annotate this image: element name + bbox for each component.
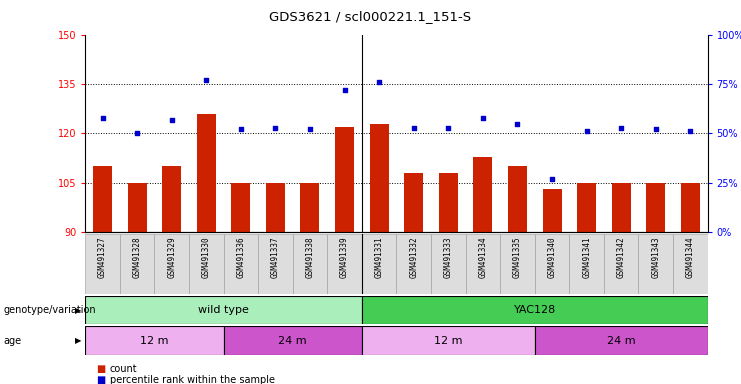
Point [442,124,454,131]
Text: GSM491332: GSM491332 [409,236,418,278]
Bar [465,234,500,294]
Bar [258,234,293,294]
Text: GSM491338: GSM491338 [305,236,314,278]
Bar [362,234,396,294]
Bar [569,234,604,294]
Bar [127,183,147,232]
Text: age: age [4,336,21,346]
Text: GSM491335: GSM491335 [513,236,522,278]
Bar [196,114,216,232]
Point [373,79,385,85]
Text: GSM491341: GSM491341 [582,236,591,278]
Text: GSM491331: GSM491331 [375,236,384,278]
Point [477,114,489,121]
Text: percentile rank within the sample: percentile rank within the sample [110,375,275,384]
Text: ■: ■ [96,364,105,374]
Point [200,77,212,83]
Text: GSM491329: GSM491329 [167,236,176,278]
Text: GSM491333: GSM491333 [444,236,453,278]
Bar [535,326,708,355]
Bar [473,157,492,232]
Bar [362,296,708,324]
Text: GDS3621 / scl000221.1_151-S: GDS3621 / scl000221.1_151-S [270,10,471,23]
Bar [439,173,458,232]
Point [511,121,523,127]
Point [270,124,282,131]
Text: 12 m: 12 m [434,336,462,346]
Text: ■: ■ [96,375,105,384]
Bar [300,183,319,232]
Point [408,124,419,131]
Bar [162,166,181,232]
Bar [611,183,631,232]
Text: GSM491330: GSM491330 [202,236,210,278]
Bar [431,234,465,294]
Bar [681,183,700,232]
Bar [224,234,258,294]
Text: GSM491343: GSM491343 [651,236,660,278]
Text: GSM491342: GSM491342 [617,236,625,278]
Point [131,131,143,137]
Text: wild type: wild type [198,305,249,315]
Point [685,128,697,134]
Text: GSM491334: GSM491334 [479,236,488,278]
Bar [93,166,112,232]
Bar [85,296,362,324]
Bar [293,234,328,294]
Bar [362,326,535,355]
Text: ▶: ▶ [75,306,82,314]
Point [615,124,627,131]
Bar [328,234,362,294]
Text: GSM491327: GSM491327 [98,236,107,278]
Point [304,126,316,132]
Bar [154,234,189,294]
Point [96,114,108,121]
Point [339,87,350,93]
Bar [404,173,423,232]
Bar [604,234,639,294]
Text: 24 m: 24 m [279,336,307,346]
Text: GSM491336: GSM491336 [236,236,245,278]
Bar [508,166,527,232]
Bar [673,234,708,294]
Bar [396,234,431,294]
Bar [189,234,224,294]
Bar [646,183,665,232]
Text: GSM491339: GSM491339 [340,236,349,278]
Text: GSM491337: GSM491337 [271,236,280,278]
Point [650,126,662,132]
Bar [224,326,362,355]
Bar [85,234,120,294]
Bar [85,326,224,355]
Text: GSM491344: GSM491344 [686,236,695,278]
Bar [266,183,285,232]
Bar [500,234,535,294]
Text: count: count [110,364,137,374]
Bar [542,189,562,232]
Bar [535,234,569,294]
Bar [370,124,388,232]
Text: 24 m: 24 m [607,336,636,346]
Point [166,116,178,122]
Text: YAC128: YAC128 [514,305,556,315]
Bar [120,234,154,294]
Text: GSM491328: GSM491328 [133,236,142,278]
Point [581,128,593,134]
Bar [639,234,673,294]
Bar [231,183,250,232]
Bar [577,183,596,232]
Bar [335,127,354,232]
Text: genotype/variation: genotype/variation [4,305,96,315]
Point [546,176,558,182]
Text: ▶: ▶ [75,336,82,345]
Text: 12 m: 12 m [140,336,169,346]
Point [235,126,247,132]
Text: GSM491340: GSM491340 [548,236,556,278]
